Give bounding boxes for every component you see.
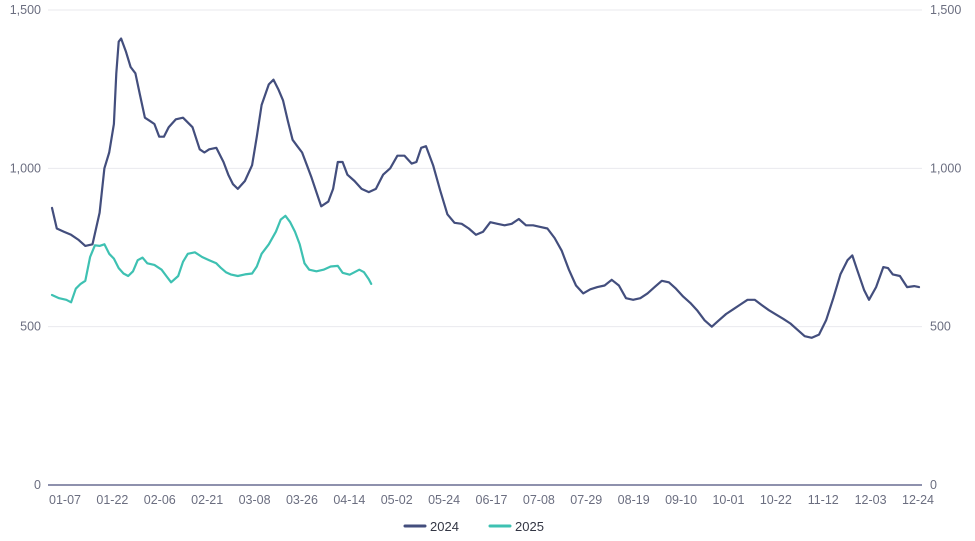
legend-item-2025[interactable]: 2025 bbox=[488, 519, 544, 534]
x-tick-label: 07-08 bbox=[523, 493, 555, 507]
series-lines bbox=[50, 37, 921, 339]
x-tick-label: 08-19 bbox=[618, 493, 650, 507]
y-tick-label-left: 500 bbox=[20, 320, 41, 334]
x-tick-label: 01-07 bbox=[49, 493, 81, 507]
y-tick-label-left: 1,000 bbox=[10, 161, 41, 175]
x-tick-label: 03-08 bbox=[239, 493, 271, 507]
legend-item-2024[interactable]: 2024 bbox=[403, 519, 459, 534]
y-tick-label-right: 500 bbox=[930, 320, 951, 334]
series-line-2024[interactable] bbox=[50, 37, 921, 339]
y-tick-label-left: 1,500 bbox=[10, 3, 41, 17]
x-tick-label: 12-24 bbox=[902, 493, 934, 507]
series-line-2025[interactable] bbox=[50, 214, 373, 304]
x-tick-label: 10-22 bbox=[760, 493, 792, 507]
x-tick-label: 06-17 bbox=[476, 493, 508, 507]
x-tick-label: 03-26 bbox=[286, 493, 318, 507]
x-tick-label: 04-14 bbox=[333, 493, 365, 507]
x-tick-label: 12-03 bbox=[855, 493, 887, 507]
x-tick-label: 09-10 bbox=[665, 493, 697, 507]
y-tick-label-right: 0 bbox=[930, 478, 937, 492]
x-tick-label: 05-02 bbox=[381, 493, 413, 507]
y-tick-label-right: 1,500 bbox=[930, 3, 961, 17]
legend-label: 2024 bbox=[430, 519, 459, 534]
x-tick-label: 07-29 bbox=[570, 493, 602, 507]
axes: 0 0 500 500 1,000 1,000 1,500 1,500 01-07 01-22 02… bbox=[10, 3, 962, 507]
x-tick-label: 11-12 bbox=[808, 493, 839, 507]
legend[interactable]: 2024 2025 bbox=[403, 519, 544, 534]
x-tick-label: 05-24 bbox=[428, 493, 460, 507]
x-tick-label: 02-06 bbox=[144, 493, 176, 507]
gridlines bbox=[48, 9, 922, 328]
y-tick-label-right: 1,000 bbox=[930, 161, 961, 175]
x-tick-label: 02-21 bbox=[191, 493, 223, 507]
x-tick-label: 10-01 bbox=[712, 493, 744, 507]
legend-label: 2025 bbox=[515, 519, 544, 534]
y-tick-label-left: 0 bbox=[34, 478, 41, 492]
x-tick-label: 01-22 bbox=[96, 493, 128, 507]
